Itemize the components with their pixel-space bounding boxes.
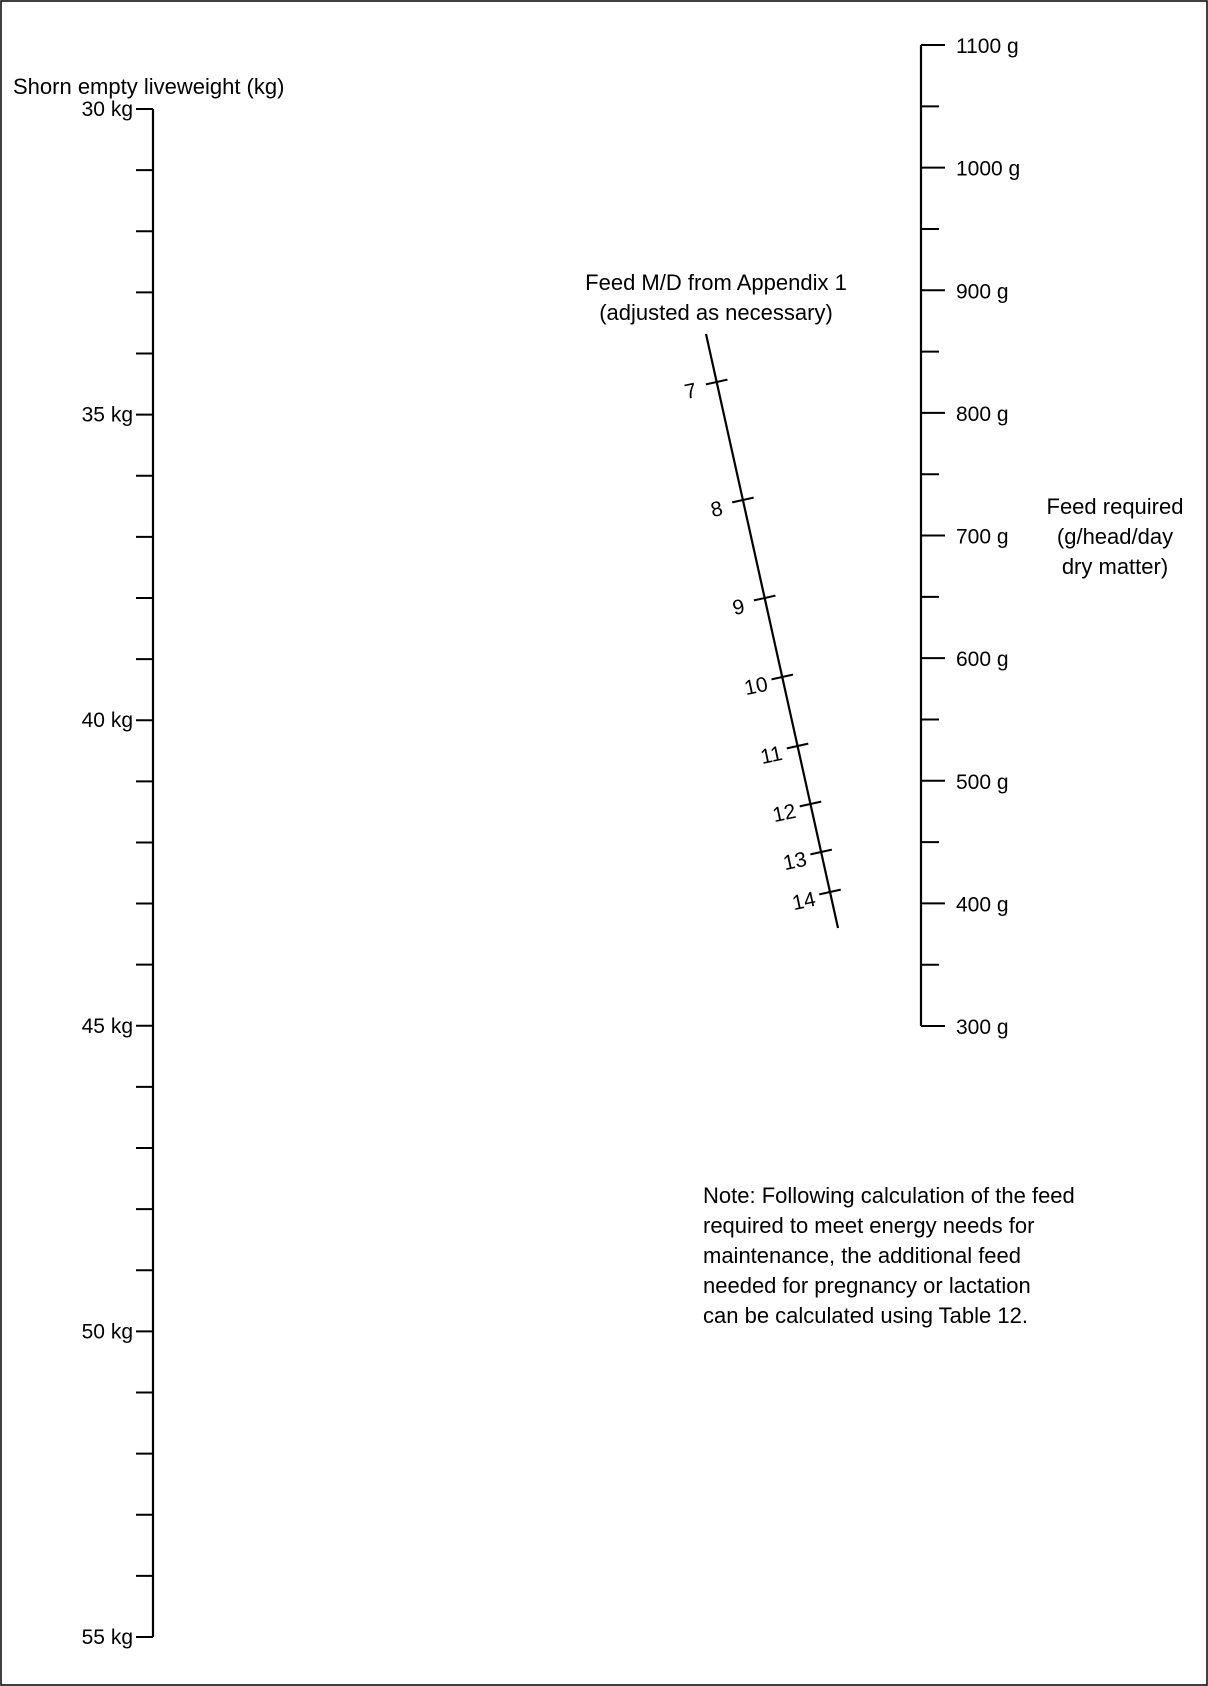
- feed-md-label-8: 8: [709, 497, 725, 522]
- feed-md-tick-11: [786, 742, 809, 750]
- liveweight-scale: Shorn empty liveweight (kg) 30 kg 35 kg …: [13, 74, 284, 1649]
- feed-required-label-700: 700 g: [956, 526, 1009, 549]
- liveweight-label-35: 35 kg: [82, 404, 133, 427]
- feed-md-label-14: 14: [790, 888, 818, 915]
- note-line-2: required to meet energy needs for: [703, 1213, 1034, 1238]
- feed-md-tick-9: [753, 594, 776, 602]
- feed-required-title-line3: dry matter): [1062, 554, 1168, 579]
- feed-md-tick-labels: 7 8 9 10 11 12 13 14: [682, 379, 818, 915]
- liveweight-label-50: 50 kg: [82, 1320, 133, 1343]
- liveweight-tick-labels: 30 kg 35 kg 40 kg 45 kg 50 kg 55 kg: [82, 98, 133, 1649]
- liveweight-label-45: 45 kg: [82, 1015, 133, 1038]
- feed-md-title-line2: (adjusted as necessary): [599, 300, 833, 325]
- note-line-4: needed for pregnancy or lactation: [703, 1273, 1031, 1298]
- feed-md-tick-13: [810, 848, 833, 856]
- feed-required-label-400: 400 g: [956, 893, 1009, 916]
- feed-md-label-10: 10: [742, 673, 770, 700]
- feed-md-tick-7: [705, 378, 728, 386]
- feed-md-label-9: 9: [730, 595, 746, 620]
- feed-required-label-300: 300 g: [956, 1016, 1009, 1039]
- feed-required-label-900: 900 g: [956, 280, 1009, 303]
- feed-md-label-13: 13: [781, 848, 809, 875]
- feed-md-axis-line: [704, 333, 840, 929]
- feed-md-label-12: 12: [771, 800, 799, 827]
- feed-md-tick-10: [771, 673, 794, 681]
- feed-required-label-800: 800 g: [956, 403, 1009, 426]
- feed-md-label-11: 11: [758, 742, 784, 769]
- feed-md-tick-12: [799, 800, 822, 808]
- note-block: Note: Following calculation of the feed …: [703, 1183, 1075, 1328]
- feed-md-ticks: [705, 378, 841, 896]
- feed-required-ticks: [921, 44, 945, 1027]
- liveweight-ticks: [136, 108, 153, 1638]
- feed-required-title-line2: (g/head/day: [1057, 524, 1173, 549]
- feed-md-scale: Feed M/D from Appendix 1 (adjusted as ne…: [585, 270, 847, 929]
- liveweight-label-30: 30 kg: [82, 98, 133, 121]
- feed-required-title-line1: Feed required: [1047, 494, 1184, 519]
- feed-required-label-1100: 1100 g: [956, 35, 1019, 58]
- liveweight-label-40: 40 kg: [82, 709, 133, 732]
- feed-required-tick-labels: 300 g 400 g 500 g 600 g 700 g 800 g 900 …: [956, 35, 1020, 1039]
- feed-required-label-1000: 1000 g: [956, 158, 1020, 181]
- feed-required-label-600: 600 g: [956, 648, 1009, 671]
- feed-required-scale: 300 g 400 g 500 g 600 g 700 g 800 g 900 …: [919, 35, 1184, 1039]
- note-line-3: maintenance, the additional feed: [703, 1243, 1021, 1268]
- feed-md-label-7: 7: [682, 379, 698, 404]
- liveweight-label-55: 55 kg: [82, 1626, 133, 1649]
- note-line-1: Note: Following calculation of the feed: [703, 1183, 1075, 1208]
- feed-required-label-500: 500 g: [956, 771, 1009, 794]
- note-line-5: can be calculated using Table 12.: [703, 1303, 1028, 1328]
- feed-md-tick-8: [731, 496, 754, 504]
- feed-md-title-line1: Feed M/D from Appendix 1: [585, 270, 847, 295]
- liveweight-scale-title: Shorn empty liveweight (kg): [13, 74, 284, 99]
- feed-md-tick-14: [819, 888, 841, 896]
